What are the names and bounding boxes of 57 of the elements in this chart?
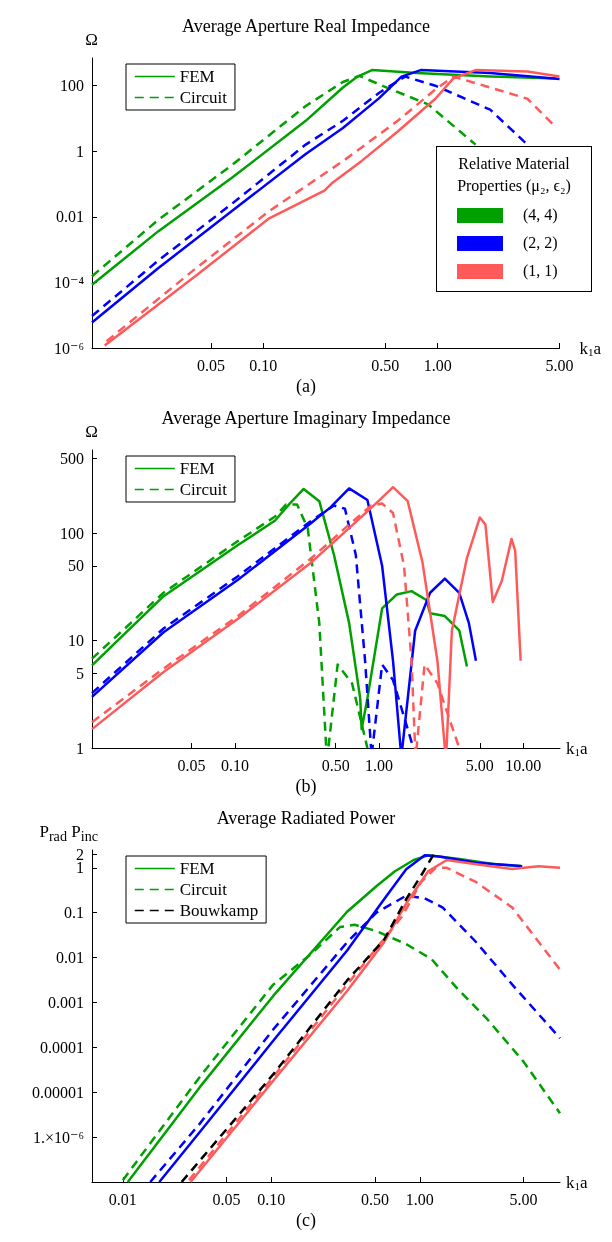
y-tick-label: 10⁻⁴ [53,273,85,291]
text: (c) [296,1210,316,1231]
x-tick-label: 0.50 [371,356,400,374]
y-axis-title: P$_{rad}$ P$_{inc}$ [39,822,98,846]
x-tick-label: 5.00 [545,356,574,374]
legend-label: FEM [179,67,215,86]
y-tick-label: 0.1 [64,904,84,922]
x-tick-label: 0.50 [361,1190,390,1208]
y-tick-label: 50 [68,557,84,575]
y-tick-label: 0.01 [56,208,84,226]
legend-label: Circuit [179,88,228,107]
y-axis-title: Ω [85,30,98,50]
x-tick-label: 1.00 [365,756,394,774]
text: (a) [296,376,316,397]
text: (b) [295,776,317,797]
x-tick-label: 5.00 [509,1190,538,1208]
legend-label: FEM [179,859,215,878]
legend-label: Circuit [179,480,228,499]
chart-title: Average Radiated Power [216,808,396,828]
legend-label: Circuit [179,880,228,899]
x-tick-label: 5.00 [465,756,494,774]
y-tick-label: 500 [60,449,84,467]
y-tick-label: 10 [68,632,84,650]
x-tick-label: 10.00 [505,756,542,774]
legend-label: Bouwkamp [179,901,259,920]
annotation: (1, 1) [523,262,558,280]
y-tick-label: 0.0001 [40,1038,84,1056]
x-axis-title: k1a [566,1172,589,1192]
chart-title: Average Aperture Imaginary Impedance [161,408,451,428]
x-tick-label: 1.00 [405,1190,434,1208]
y-axis-title: Ω [85,422,98,442]
y-tick-label: 0.001 [48,993,84,1011]
x-tick-label: 0.50 [321,756,350,774]
y-tick-label: 0.01 [56,949,84,967]
annotation: (4, 4) [523,206,558,224]
y-tick-label: 0.00001 [32,1083,84,1101]
y-tick-label: 5 [76,664,84,682]
x-tick-label: 0.05 [196,356,225,374]
chart-title: Average Aperture Real Impedance [181,16,431,36]
x-tick-label: 1.00 [423,356,452,374]
y-tick-label: 100 [60,77,84,95]
legend-label: FEM [179,459,215,478]
x-tick-label: 0.01 [108,1190,137,1208]
x-axis-title: k1a [566,738,589,758]
y-tick-label: 100 [60,524,84,542]
x-tick-label: 0.05 [177,756,206,774]
x-tick-label: 0.10 [249,356,278,374]
annotation: (2, 2) [523,234,558,252]
y-tick-label: 1 [76,142,84,160]
x-tick-label: 0.05 [212,1190,241,1208]
x-tick-label: 0.10 [220,756,249,774]
legend-title: Relative Material Properties (μ₂, ϵ₂) [456,154,572,197]
y-tick-label: 1 [76,739,84,757]
y-tick-label: 1.×10⁻⁶ [32,1128,84,1146]
x-tick-label: 0.10 [257,1190,286,1208]
y-tick-label: 10⁻⁶ [53,339,84,357]
x-axis-title: k1a [579,338,602,358]
